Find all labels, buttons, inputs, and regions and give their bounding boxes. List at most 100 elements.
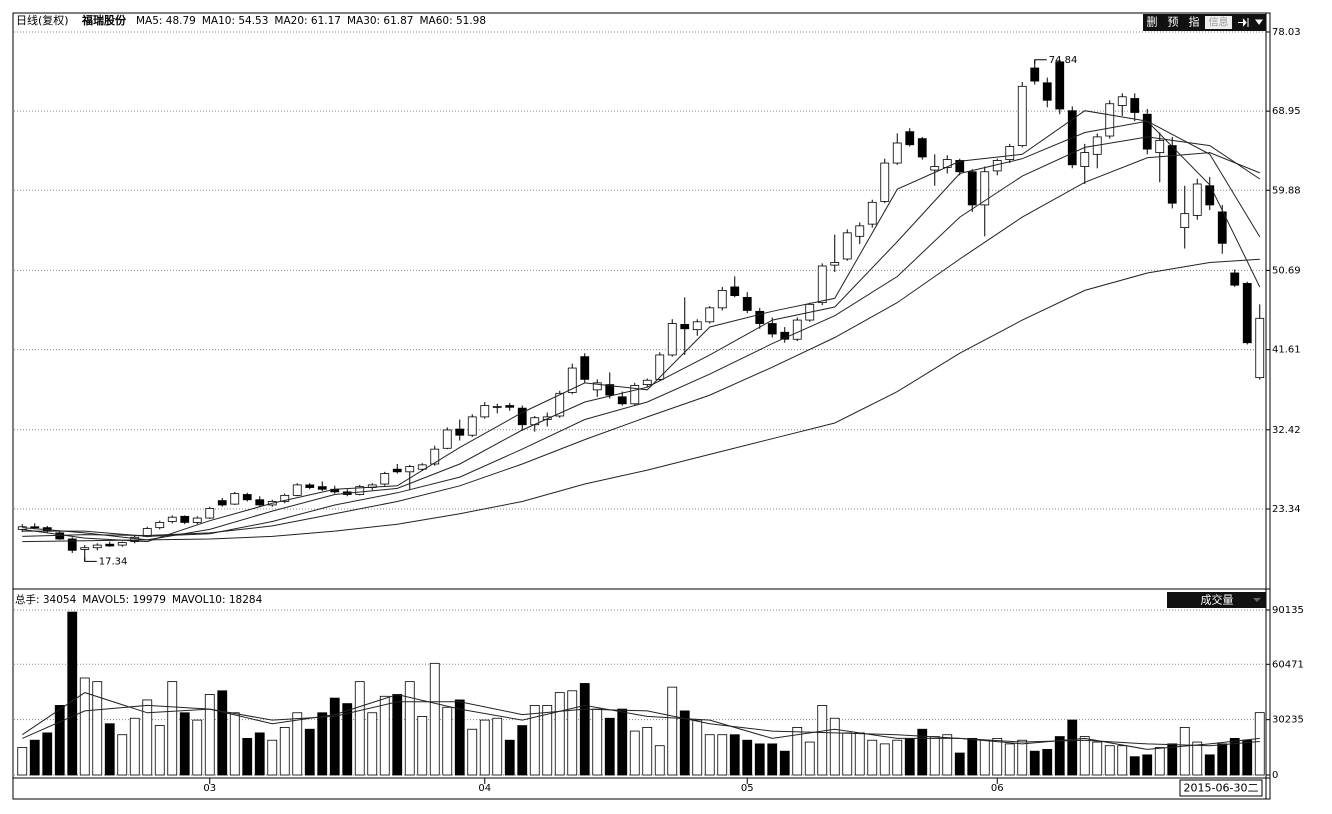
volume-bar — [692, 719, 703, 776]
volume-bar — [592, 708, 603, 776]
ma-line — [22, 258, 1260, 543]
ma-legend: MA10: 54.53 — [202, 15, 269, 27]
volume-bar — [1167, 743, 1178, 776]
volume-bar — [242, 737, 253, 776]
volume-bar — [917, 728, 928, 776]
toolbar-button[interactable]: 预 — [1168, 16, 1179, 29]
volume-bar — [1004, 743, 1015, 776]
volume-bar — [79, 677, 90, 776]
volume-bar — [954, 752, 965, 776]
candle-body — [655, 354, 665, 380]
candle-body — [392, 468, 402, 473]
ma-line — [22, 136, 1261, 537]
y-tick-label: 78.03 — [1272, 27, 1301, 38]
y2-tick-label: 0 — [1272, 770, 1278, 781]
vol-ma-line — [22, 692, 1260, 750]
candle-body — [305, 484, 315, 488]
candle-body — [817, 265, 827, 304]
volume-bar — [1054, 736, 1065, 776]
y2-tick-label: 30235 — [1272, 715, 1304, 726]
toolbar-button[interactable]: 指 — [1189, 15, 1200, 29]
high-label: 74.84 — [1049, 55, 1078, 66]
candle-body — [705, 307, 715, 323]
volume-bar — [404, 681, 415, 776]
volume-bar — [17, 747, 28, 776]
candle-body — [205, 508, 215, 519]
volume-bar — [442, 706, 453, 776]
volume-bar — [867, 739, 878, 776]
volume-bar — [154, 725, 165, 776]
vol-ma-legend: MAVOL10: 18284 — [172, 594, 263, 606]
volume-bar — [1129, 756, 1140, 776]
candle-body — [1042, 82, 1052, 101]
dropdown-icon — [1253, 598, 1261, 602]
volume-bar — [792, 727, 803, 776]
volume-bar — [517, 725, 528, 776]
volume-bar — [1204, 754, 1215, 776]
volume-bar — [717, 734, 728, 776]
candle-body — [667, 323, 677, 356]
vol-ma-line — [22, 701, 1260, 747]
volume-button-label[interactable]: 成交量 — [1201, 593, 1234, 607]
candle-body — [555, 392, 565, 417]
volume-bar — [842, 732, 853, 776]
period: 日线(复权) — [16, 13, 69, 27]
volume-bar — [379, 695, 390, 776]
volume-button[interactable] — [1167, 592, 1266, 608]
candle-body — [1130, 98, 1140, 113]
toolbar-button[interactable]: 删 — [1147, 16, 1158, 29]
candle-body — [1017, 85, 1027, 147]
volume-bar — [754, 743, 765, 776]
candle-body — [755, 310, 765, 324]
y-tick-label: 50.69 — [1272, 265, 1301, 276]
toolbar-icon[interactable] — [1238, 18, 1263, 27]
candle-body — [1192, 183, 1202, 216]
x-tick-label: 05 — [741, 783, 754, 794]
candle-body — [442, 429, 452, 449]
ma-line — [22, 152, 1260, 537]
volume-bar — [642, 727, 653, 776]
candle-body — [192, 517, 202, 523]
candle-body — [580, 356, 590, 380]
volume-bar — [1217, 743, 1228, 776]
volume-bar — [604, 717, 615, 776]
volume-bar — [929, 736, 940, 776]
volume-legend: 总手: 34054 — [15, 593, 77, 606]
volume-bar — [767, 743, 778, 776]
y2-tick-label: 90135 — [1272, 605, 1304, 616]
volume-bar — [829, 717, 840, 776]
candle-body — [542, 416, 552, 420]
candle-body — [92, 544, 102, 549]
toolbar-button[interactable]: 信息 — [1209, 16, 1229, 29]
candle-body — [380, 473, 390, 485]
candle-body — [592, 382, 602, 391]
volume-bar — [367, 712, 378, 776]
volume-bar — [817, 705, 828, 776]
candle-body — [1142, 113, 1152, 150]
volume-bar — [1117, 745, 1128, 776]
volume-bar — [479, 719, 490, 776]
candle-body — [930, 166, 940, 171]
candle-body — [680, 324, 690, 330]
volume-bar — [1042, 748, 1053, 776]
volume-bar — [942, 734, 953, 776]
volume-bar — [779, 750, 790, 776]
ma-legend: MA20: 61.17 — [274, 15, 341, 27]
volume-bar — [179, 712, 190, 776]
candle-body — [605, 384, 615, 396]
ma-legend: MA30: 61.87 — [347, 15, 414, 27]
x-tick-label: 06 — [991, 783, 1004, 794]
volume-bar — [254, 732, 265, 776]
candle-body — [1205, 185, 1215, 206]
candle-body — [180, 515, 190, 523]
volume-bar — [1104, 745, 1115, 776]
ma-legend: MA5: 48.79 — [136, 15, 196, 27]
candle-body — [1230, 272, 1240, 286]
candle-body — [955, 160, 965, 173]
volume-bar — [979, 739, 990, 776]
volume-bar — [429, 662, 440, 776]
candle-body — [642, 379, 652, 386]
candle-body — [492, 406, 502, 408]
volume-bar — [504, 739, 515, 776]
volume-bar — [629, 730, 640, 776]
